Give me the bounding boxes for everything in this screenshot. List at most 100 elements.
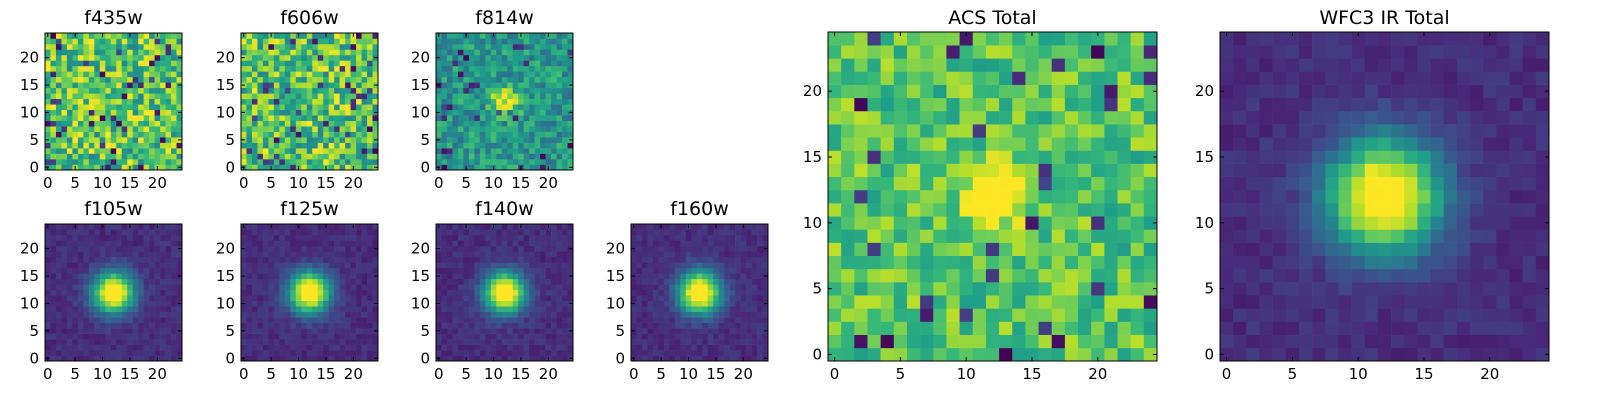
heatmap-cell [171, 126, 177, 132]
heatmap-cell [121, 126, 128, 132]
heatmap-cell [680, 284, 687, 291]
heatmap-cell [132, 142, 139, 149]
heatmap-cell [279, 256, 286, 263]
heatmap-cell [556, 262, 563, 269]
heatmap-cell [463, 148, 470, 154]
heatmap-cell [545, 137, 552, 143]
heatmap-cell [284, 273, 291, 280]
heatmap-cell [246, 262, 253, 269]
heatmap-cell [556, 49, 563, 56]
heatmap-cell [323, 229, 329, 236]
heatmap-cell [474, 115, 481, 121]
heatmap-cell [50, 65, 57, 72]
heatmap-cell [452, 49, 459, 56]
heatmap-cell [262, 344, 269, 351]
heatmap-cell [88, 120, 95, 127]
heatmap-cell [99, 256, 106, 263]
heatmap-cell [663, 311, 670, 318]
heatmap-cell [50, 54, 57, 61]
heatmap-cell [507, 273, 514, 280]
heatmap-cell [246, 322, 253, 329]
heatmap-cell [468, 284, 475, 291]
heatmap-cell [474, 284, 481, 291]
heatmap-cell [88, 49, 95, 56]
heatmap-cell [534, 131, 541, 138]
heatmap-cell [479, 224, 486, 230]
heatmap-cell [306, 54, 313, 61]
heatmap-cell [562, 38, 568, 45]
heatmap-cell [474, 71, 481, 78]
heatmap-cell [702, 262, 709, 269]
heatmap-cell [718, 245, 725, 252]
heatmap-cell [507, 137, 514, 143]
heatmap-cell [165, 256, 172, 263]
heatmap-cell [241, 234, 247, 241]
heatmap-cell [463, 262, 470, 269]
heatmap-cell [529, 49, 535, 56]
heatmap-cell [127, 82, 133, 89]
heatmap-cell [933, 189, 947, 204]
heatmap-cell [306, 148, 313, 154]
heatmap-cell [350, 328, 357, 334]
heatmap-cell [1012, 334, 1026, 349]
heatmap-cell [372, 306, 379, 312]
heatmap-cell [116, 93, 123, 100]
heatmap-cell [295, 350, 302, 356]
heatmap-cell [880, 347, 895, 362]
heatmap-cell [562, 284, 568, 291]
heatmap-cell [312, 278, 319, 285]
heatmap-cell [534, 33, 541, 39]
heatmap-cell [94, 126, 101, 132]
heatmap-cell [176, 153, 183, 160]
heatmap-cell [328, 60, 335, 67]
heatmap-cell [946, 150, 960, 164]
heatmap-cell [567, 262, 574, 269]
heatmap-cell [556, 333, 563, 340]
heatmap-cell [367, 278, 373, 285]
heatmap-cell [121, 131, 128, 138]
heatmap-cell [1104, 334, 1118, 349]
heatmap-cell [436, 104, 442, 111]
heatmap-cell [66, 76, 73, 83]
heatmap-cell [523, 38, 530, 45]
heatmap-cell [246, 131, 253, 138]
heatmap-cell [972, 229, 987, 243]
heatmap-cell [83, 93, 90, 100]
heatmap-cell [999, 242, 1013, 257]
heatmap-cell [176, 148, 183, 154]
heatmap-cell [171, 355, 177, 362]
heatmap-cell [999, 229, 1013, 243]
heatmap-cell [45, 38, 51, 45]
panel-title: ACS Total [948, 7, 1036, 29]
heatmap-cell [507, 289, 514, 296]
heatmap-cell [551, 109, 557, 116]
heatmap-cell [457, 262, 464, 269]
heatmap-cell [50, 251, 57, 258]
heatmap-cell [77, 104, 84, 111]
heatmap-cell [1078, 295, 1092, 309]
heatmap-cell [284, 164, 291, 171]
heatmap-cell [165, 344, 172, 351]
heatmap-cell [105, 240, 112, 247]
heatmap-cell [463, 104, 470, 111]
heatmap-cell [121, 115, 128, 121]
heatmap-cell [631, 344, 637, 351]
heatmap-cell [317, 33, 324, 39]
heatmap-cell [257, 300, 264, 307]
heatmap-cell [496, 137, 503, 143]
heatmap-cell [663, 229, 670, 236]
heatmap-cell [328, 251, 335, 258]
heatmap-cell [490, 262, 497, 269]
heatmap-cell [1025, 347, 1039, 362]
heatmap-cell [496, 49, 503, 56]
y-tick-label: 20 [20, 240, 39, 258]
heatmap-cell [72, 240, 79, 247]
heatmap-cell [262, 262, 269, 269]
heatmap-cell [880, 216, 895, 230]
heatmap-cell [306, 322, 313, 329]
heatmap-cell [361, 126, 368, 132]
heatmap-cell [680, 289, 687, 296]
heatmap-cell [279, 328, 286, 334]
heatmap-cell [171, 153, 177, 160]
